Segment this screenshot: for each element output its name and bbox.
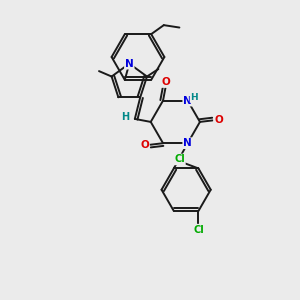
Text: H: H <box>121 112 129 122</box>
Text: O: O <box>161 77 170 87</box>
Text: N: N <box>125 59 134 69</box>
Text: N: N <box>183 138 192 148</box>
Text: N: N <box>183 96 192 106</box>
Text: Cl: Cl <box>174 154 185 164</box>
Text: Cl: Cl <box>193 225 204 235</box>
Text: H: H <box>190 93 198 102</box>
Text: O: O <box>140 140 149 150</box>
Text: O: O <box>214 116 223 125</box>
